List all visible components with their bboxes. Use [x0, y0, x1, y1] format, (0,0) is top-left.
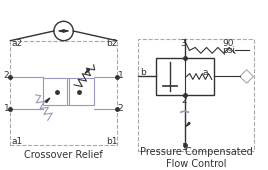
Text: 2: 2 — [3, 71, 9, 80]
Text: a: a — [202, 67, 207, 76]
Text: 2: 2 — [182, 96, 187, 105]
Polygon shape — [85, 69, 90, 73]
Text: 3: 3 — [181, 38, 187, 47]
Text: b1: b1 — [106, 137, 118, 146]
Polygon shape — [59, 30, 64, 32]
Bar — [43, 78, 69, 105]
Text: Crossover Relief: Crossover Relief — [24, 150, 103, 160]
Polygon shape — [63, 30, 68, 32]
Bar — [68, 78, 94, 105]
Text: 1: 1 — [182, 143, 187, 152]
Text: Pressure Compensated
Flow Control: Pressure Compensated Flow Control — [140, 147, 253, 169]
Text: b: b — [140, 67, 146, 76]
Polygon shape — [45, 98, 50, 103]
Text: 90: 90 — [222, 38, 234, 47]
Text: b2: b2 — [106, 39, 118, 48]
Text: 1: 1 — [118, 71, 124, 80]
Bar — [155, 58, 214, 95]
Text: psi: psi — [222, 46, 235, 55]
Text: a2: a2 — [11, 39, 23, 48]
Text: a1: a1 — [11, 137, 23, 146]
Polygon shape — [186, 122, 190, 126]
Text: 2: 2 — [118, 104, 124, 113]
Text: 1: 1 — [3, 104, 9, 113]
